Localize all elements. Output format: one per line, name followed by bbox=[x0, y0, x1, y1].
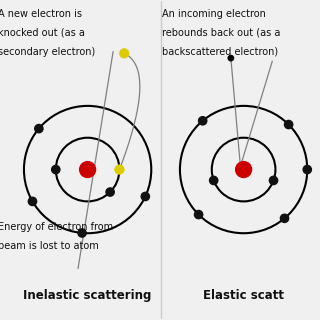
Circle shape bbox=[280, 214, 289, 222]
Circle shape bbox=[115, 165, 124, 174]
Circle shape bbox=[119, 49, 129, 58]
Text: rebounds back out (as a: rebounds back out (as a bbox=[163, 28, 281, 38]
Text: A new electron is: A new electron is bbox=[0, 9, 83, 19]
Circle shape bbox=[195, 211, 203, 219]
Circle shape bbox=[236, 162, 252, 178]
Circle shape bbox=[52, 165, 60, 174]
Text: backscattered electron): backscattered electron) bbox=[163, 47, 278, 57]
Circle shape bbox=[269, 176, 278, 185]
Circle shape bbox=[35, 124, 43, 133]
Circle shape bbox=[228, 55, 234, 61]
Text: Inelastic scattering: Inelastic scattering bbox=[23, 289, 152, 302]
Text: knocked out (as a: knocked out (as a bbox=[0, 28, 85, 38]
Circle shape bbox=[303, 165, 311, 174]
Text: An incoming electron: An incoming electron bbox=[163, 9, 266, 19]
Circle shape bbox=[141, 192, 149, 201]
Text: beam is lost to atom: beam is lost to atom bbox=[0, 241, 99, 251]
Text: secondary electron): secondary electron) bbox=[0, 47, 96, 57]
Circle shape bbox=[106, 188, 114, 196]
Circle shape bbox=[28, 197, 36, 205]
Text: Elastic scatt: Elastic scatt bbox=[203, 289, 284, 302]
Text: Energy of electron from: Energy of electron from bbox=[0, 222, 114, 232]
Circle shape bbox=[78, 229, 86, 237]
Circle shape bbox=[198, 116, 207, 125]
Circle shape bbox=[284, 120, 293, 129]
Circle shape bbox=[210, 176, 218, 185]
Circle shape bbox=[80, 162, 96, 178]
